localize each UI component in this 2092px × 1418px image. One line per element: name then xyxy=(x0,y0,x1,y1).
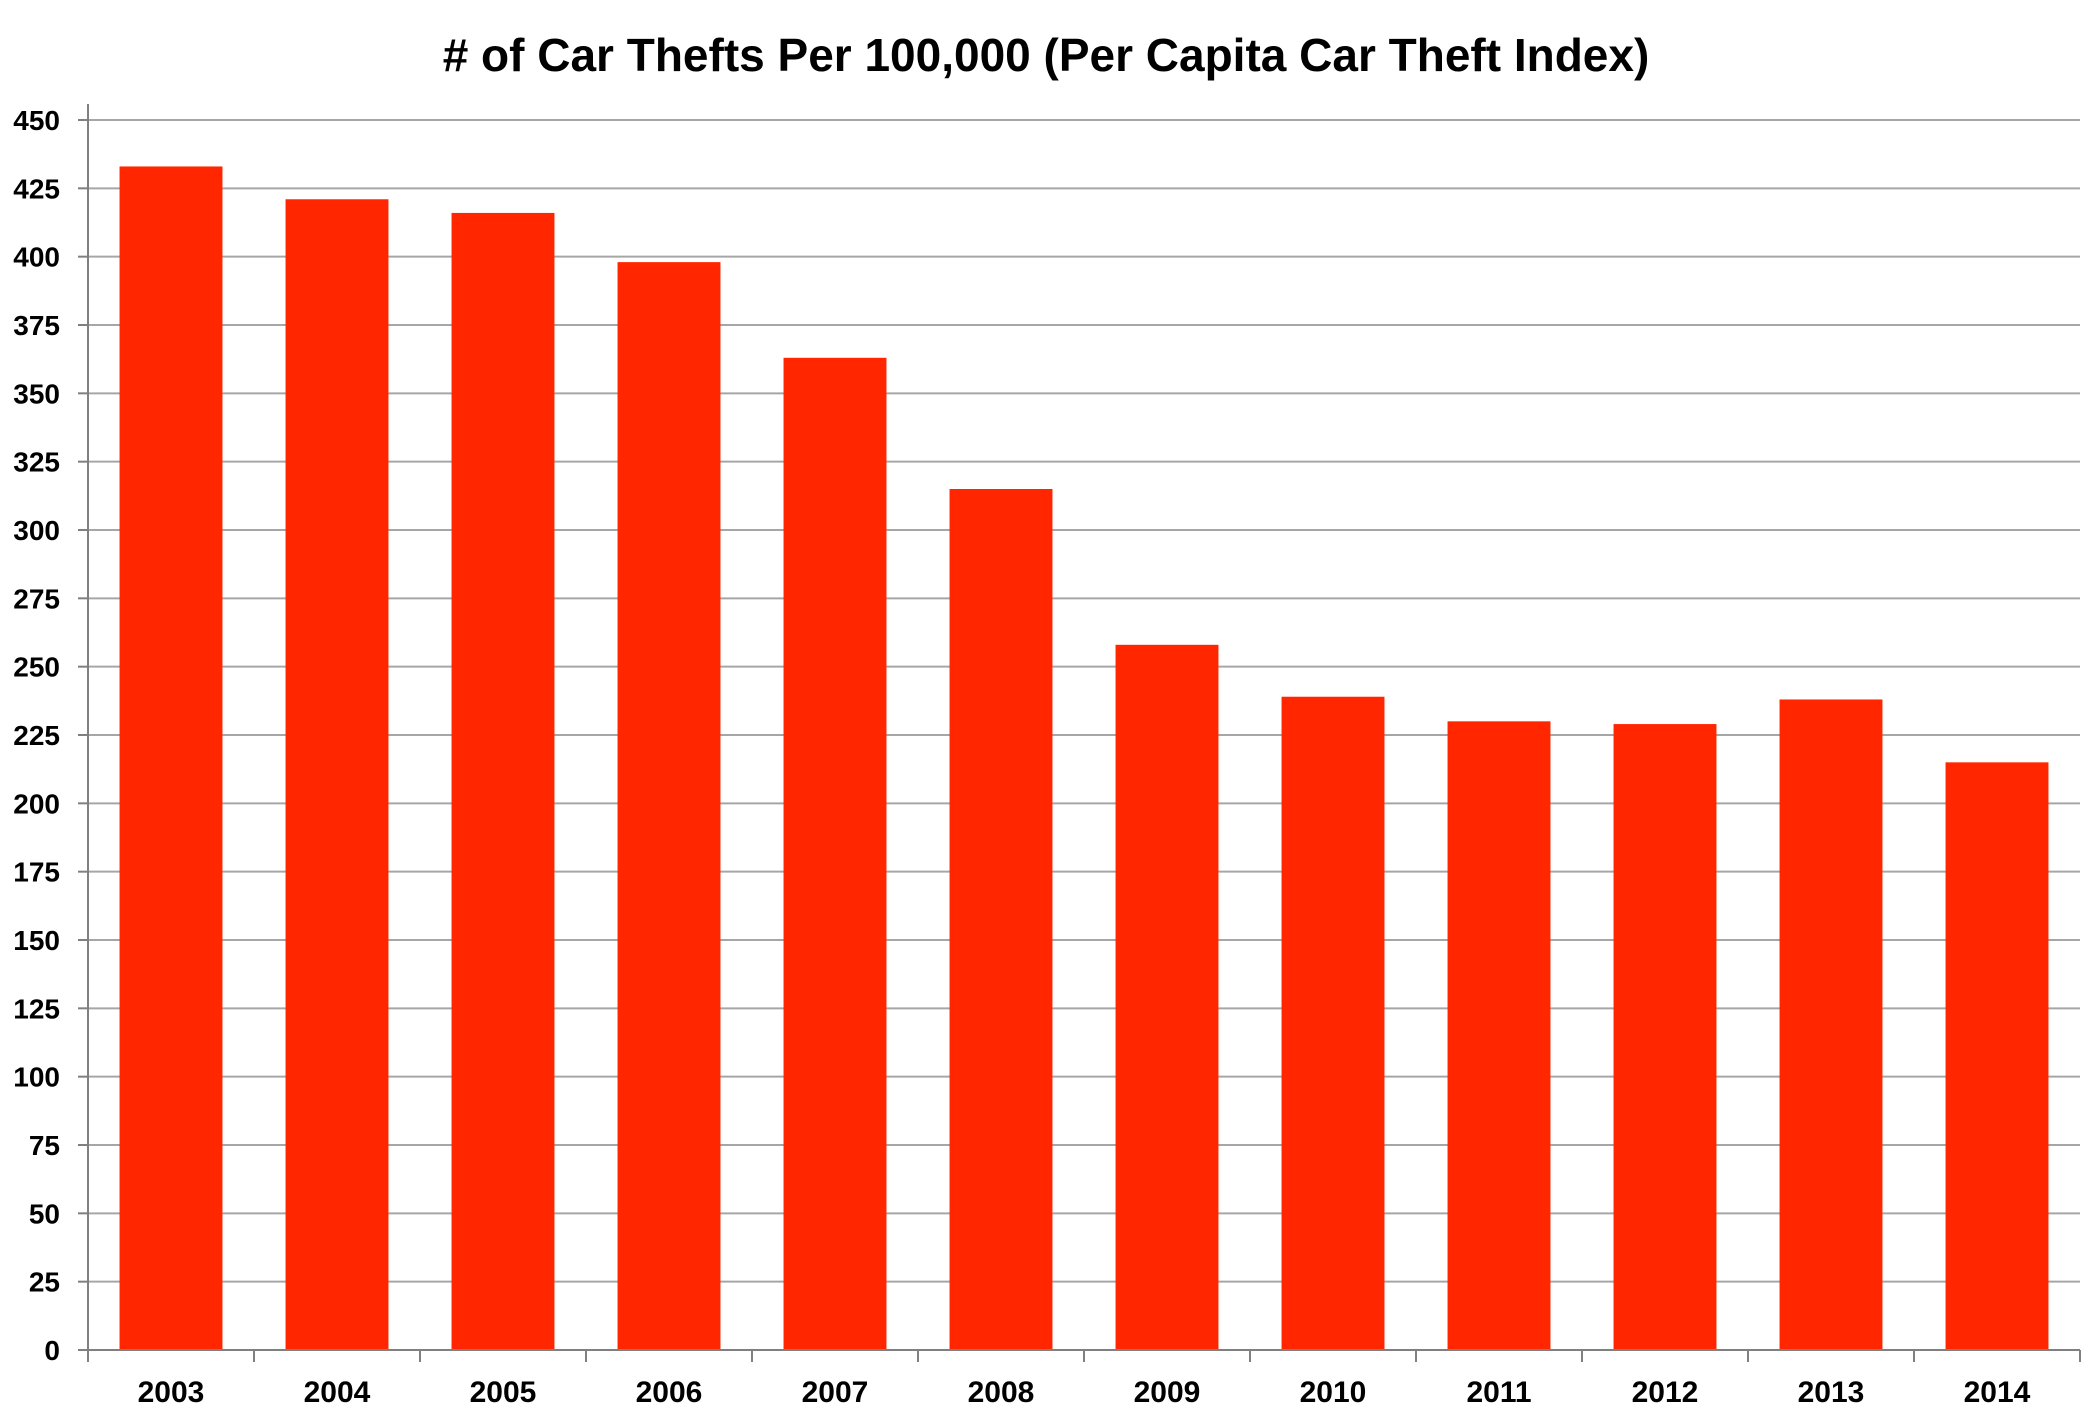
bar-2014 xyxy=(1945,762,2049,1350)
bar-2004 xyxy=(285,199,389,1351)
y-tick-label: 200 xyxy=(13,788,60,819)
y-tick-label: 450 xyxy=(13,105,60,136)
bar-2011 xyxy=(1447,721,1551,1350)
x-tick-label: 2008 xyxy=(968,1376,1035,1409)
bar-2005 xyxy=(451,212,555,1350)
x-tick-label: 2012 xyxy=(1632,1376,1699,1409)
x-tick-label: 2003 xyxy=(138,1376,205,1409)
bar-2010 xyxy=(1281,696,1385,1350)
y-tick-label: 150 xyxy=(13,925,60,956)
x-tick-label: 2014 xyxy=(1964,1376,2031,1409)
y-tick-label: 225 xyxy=(13,720,60,751)
y-tick-label: 50 xyxy=(29,1198,60,1229)
y-tick-label: 0 xyxy=(44,1335,60,1366)
y-tick-label: 75 xyxy=(29,1130,60,1161)
x-tick-label: 2006 xyxy=(636,1376,703,1409)
gridlines xyxy=(88,119,2080,1283)
y-tick-label: 25 xyxy=(29,1267,60,1298)
bar-2013 xyxy=(1779,699,1883,1350)
y-tick-label: 275 xyxy=(13,583,60,614)
x-tick-labels: 2003 2004 2005 2006 2007 2008 2009 2010 2011 2012… xyxy=(138,1376,2031,1409)
y-tick-label: 125 xyxy=(13,993,60,1024)
y-tick-label: 100 xyxy=(13,1062,60,1093)
x-tick-label: 2005 xyxy=(470,1376,537,1409)
axes xyxy=(78,104,2081,1362)
bar-2007 xyxy=(783,357,887,1350)
y-tick-label: 325 xyxy=(13,447,60,478)
bar-2006 xyxy=(617,262,721,1351)
y-tick-label: 175 xyxy=(13,857,60,888)
bars xyxy=(119,166,2049,1351)
y-tick-label: 300 xyxy=(13,515,60,546)
y-tick-label: 250 xyxy=(13,652,60,683)
y-tick-label: 350 xyxy=(13,378,60,409)
x-tick-label: 2011 xyxy=(1466,1376,1531,1409)
bar-2012 xyxy=(1613,724,1717,1350)
x-tick-label: 2013 xyxy=(1798,1376,1865,1409)
x-tick-label: 2009 xyxy=(1134,1376,1201,1409)
y-tick-labels: 0 25 50 75 100 125 150 175 200 225 250 275 300 325 350… xyxy=(13,105,60,1366)
y-tick-label: 375 xyxy=(13,310,60,341)
x-tick-label: 2010 xyxy=(1300,1376,1367,1409)
chart-title: # of Car Thefts Per 100,000 (Per Capita … xyxy=(442,29,1650,81)
bar-2003 xyxy=(119,166,223,1350)
y-tick-label: 425 xyxy=(13,173,60,204)
bar-2009 xyxy=(1115,644,1219,1350)
x-tick-label: 2007 xyxy=(802,1376,869,1409)
bar-2008 xyxy=(949,489,1053,1350)
x-tick-label: 2004 xyxy=(304,1376,371,1409)
y-tick-label: 400 xyxy=(13,242,60,273)
